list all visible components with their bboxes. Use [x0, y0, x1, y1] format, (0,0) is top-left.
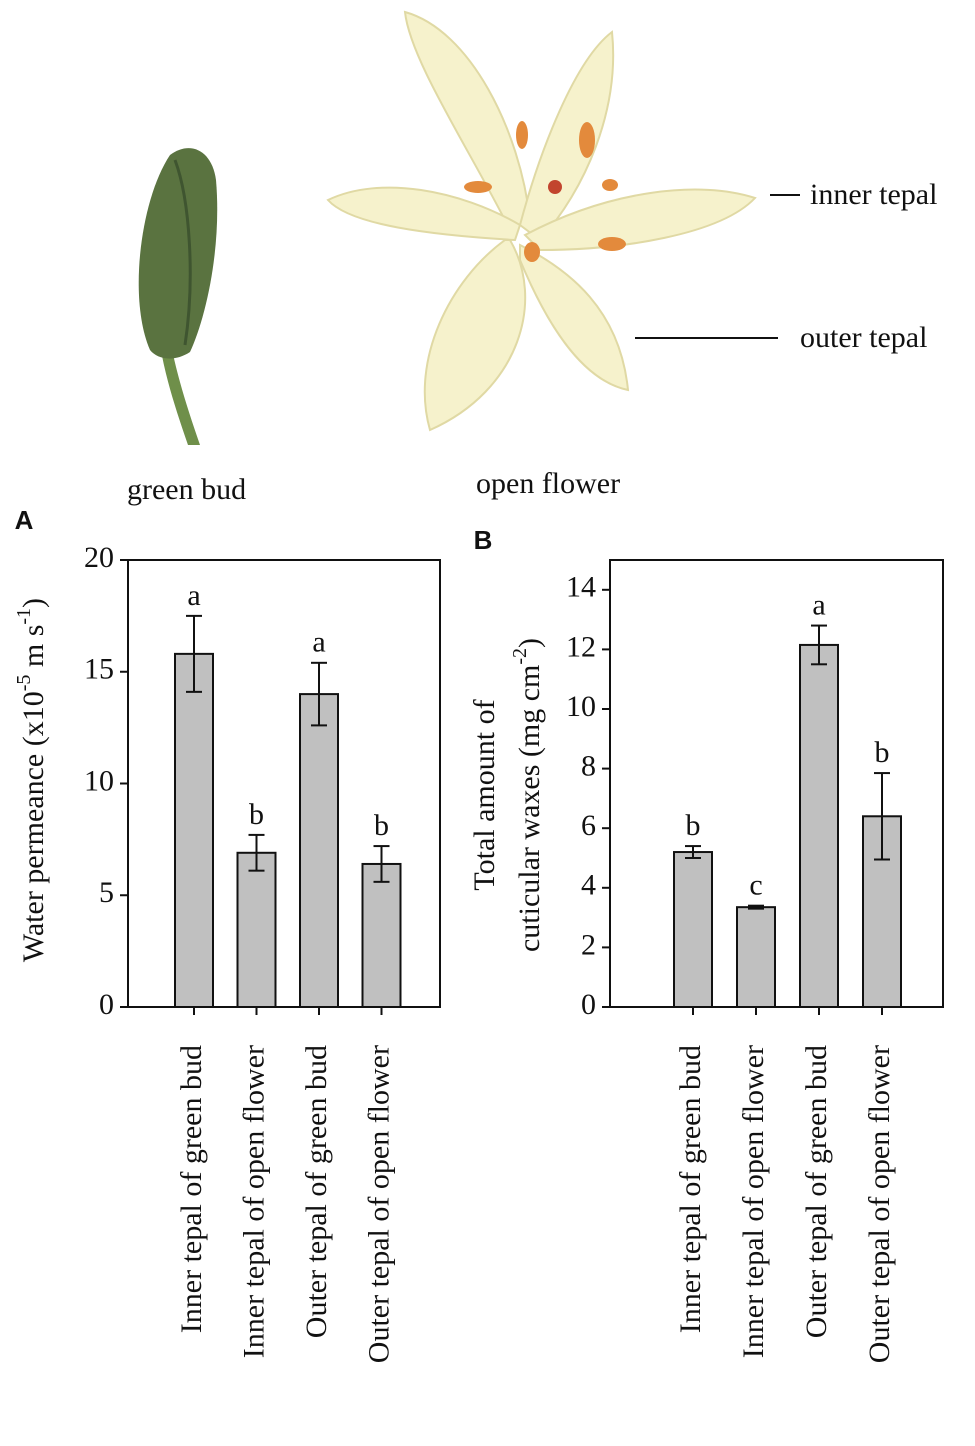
- x-tick-label: Inner tepal of open flower: [737, 1045, 770, 1358]
- panel-label: B: [474, 525, 493, 555]
- x-tick-label: Inner tepal of green bud: [674, 1045, 707, 1333]
- x-tick-label: Outer tepal of green bud: [300, 1045, 333, 1338]
- significance-letter: a: [812, 588, 825, 621]
- flower-photo: [326, 10, 757, 432]
- y-axis-label-part: Total amount of: [468, 699, 501, 890]
- bar: [673, 851, 713, 1008]
- y-tick-label: 0: [99, 988, 114, 1021]
- x-tick-label: Outer tepal of green bud: [800, 1045, 833, 1338]
- bud-photo: [138, 148, 218, 445]
- y-axis-label: Total amount of: [468, 699, 501, 890]
- photo-label: outer tepal: [800, 321, 927, 354]
- x-tick-label: Inner tepal of open flower: [237, 1045, 270, 1358]
- photo-label: open flower: [476, 467, 620, 500]
- photo-label: green bud: [127, 473, 246, 506]
- y-axis-label-part: -2: [509, 648, 531, 665]
- bar: [299, 693, 339, 1008]
- y-axis-label-part: cuticular waxes (mg cm: [513, 665, 546, 952]
- significance-letter: b: [686, 809, 701, 842]
- significance-letter: b: [875, 736, 890, 769]
- y-axis-label-part: -1: [13, 608, 35, 625]
- x-tick-label: Outer tepal of open flower: [863, 1045, 896, 1363]
- y-axis-label-part: m s: [17, 625, 50, 675]
- bar: [799, 643, 839, 1008]
- photo-label: inner tepal: [810, 178, 937, 211]
- y-axis-label-part: ): [513, 638, 546, 648]
- bar: [736, 906, 776, 1008]
- significance-letter: b: [249, 798, 264, 831]
- y-tick-label: 10: [84, 764, 114, 797]
- y-axis-label: Water permeance (x10-5 m s-1): [13, 598, 50, 962]
- bar: [236, 851, 277, 1008]
- y-tick-label: 2: [581, 928, 596, 961]
- y-tick-label: 0: [581, 988, 596, 1021]
- y-axis-label-part: Water permeance (x10: [17, 691, 50, 962]
- significance-letter: b: [374, 809, 389, 842]
- significance-letter: a: [187, 579, 200, 612]
- y-tick-label: 8: [581, 749, 596, 782]
- x-tick-label: Outer tepal of open flower: [362, 1045, 395, 1363]
- bar: [361, 862, 402, 1009]
- y-axis-label: cuticular waxes (mg cm-2): [509, 638, 546, 952]
- y-tick-label: 20: [84, 541, 114, 574]
- plot-frame: [609, 559, 944, 1008]
- panel-label: A: [15, 505, 34, 535]
- y-tick-label: 15: [84, 653, 114, 686]
- y-tick-label: 4: [581, 869, 596, 902]
- y-tick-label: 5: [99, 876, 114, 909]
- y-tick-label: 6: [581, 809, 596, 842]
- significance-letter: a: [312, 626, 325, 659]
- y-axis-label-part: ): [17, 598, 50, 608]
- x-tick-label: Inner tepal of green bud: [175, 1045, 208, 1333]
- y-tick-label: 12: [566, 630, 596, 663]
- y-tick-label: 10: [566, 690, 596, 723]
- significance-letter: c: [749, 869, 762, 902]
- bar: [174, 652, 214, 1008]
- y-tick-label: 14: [566, 571, 596, 604]
- y-axis-label-part: -5: [13, 675, 35, 692]
